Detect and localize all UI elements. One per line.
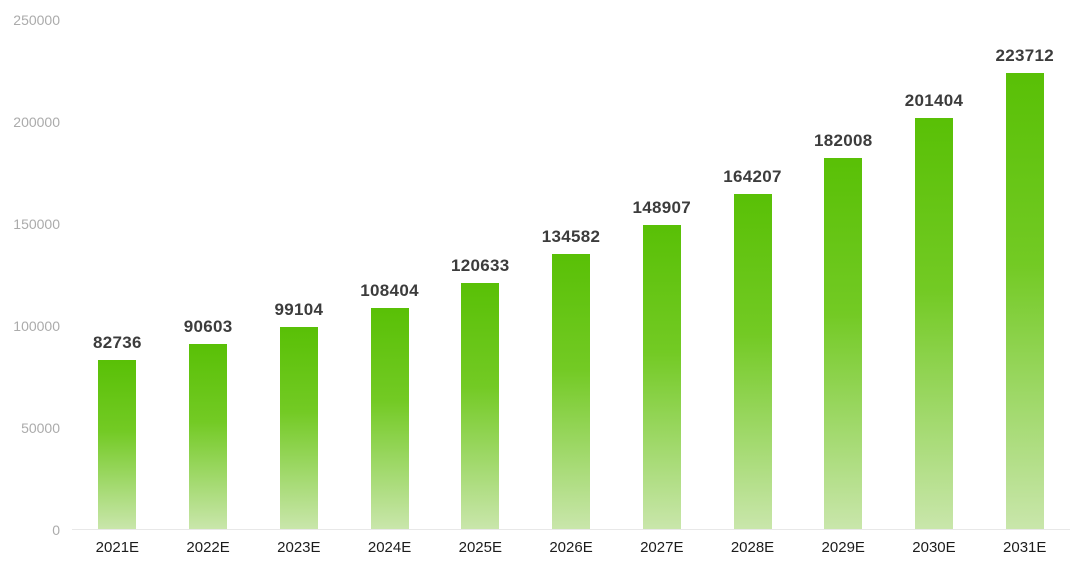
- bar-value-label: 164207: [723, 167, 782, 186]
- y-axis-tick-label: 0: [52, 522, 60, 538]
- bar-2031E[interactable]: [1005, 73, 1044, 529]
- y-axis-tick-label: 50000: [21, 420, 60, 436]
- y-axis-tick-label: 100000: [13, 318, 60, 334]
- bar-value-label: 108404: [360, 281, 419, 300]
- bar-column: 201404: [889, 20, 980, 529]
- bar-value-label: 99104: [274, 300, 324, 319]
- bar-column: 120633: [435, 20, 526, 529]
- x-axis-label: 2028E: [730, 539, 775, 556]
- y-axis-tick-label: 150000: [13, 216, 60, 232]
- x-axis-label: 2021E: [95, 539, 140, 556]
- bar-2027E[interactable]: [642, 225, 681, 529]
- bar-column: 148907: [616, 20, 707, 529]
- bar-2028E[interactable]: [733, 194, 772, 529]
- x-axis-label: 2030E: [912, 539, 956, 556]
- bar-column: 99104: [253, 20, 344, 529]
- bar-2025E[interactable]: [461, 283, 500, 529]
- bar-2029E[interactable]: [824, 158, 863, 529]
- bar-column: 223712: [979, 20, 1070, 529]
- x-axis-label: 2023E: [277, 539, 321, 556]
- bar-value-label: 223712: [995, 46, 1054, 65]
- bar-2022E[interactable]: [189, 344, 228, 529]
- x-axis-label: 2029E: [821, 539, 865, 556]
- x-axis-label: 2022E: [186, 539, 230, 556]
- x-axis-label: 2027E: [640, 539, 684, 556]
- bar-value-label: 120633: [451, 256, 510, 275]
- bar-value-label: 201404: [904, 91, 964, 110]
- bar-value-label: 148907: [632, 198, 692, 217]
- bar-column: 108404: [344, 20, 435, 529]
- bar-column: 182008: [798, 20, 889, 529]
- bar-value-label: 90603: [183, 317, 233, 336]
- y-axis-tick-label: 250000: [13, 12, 60, 28]
- x-axis-label: 2025E: [458, 539, 502, 556]
- x-axis-label: 2026E: [549, 539, 593, 556]
- bar-column: 164207: [707, 20, 798, 529]
- x-axis: 2021E 2022E 2023E 2024E 2025E 2026E 2027E 2028E…: [72, 530, 1070, 571]
- bar-2024E[interactable]: [370, 308, 409, 529]
- bar-value-label: 182008: [813, 131, 873, 150]
- bar-2023E[interactable]: [279, 327, 318, 529]
- bar-2021E[interactable]: [98, 360, 137, 529]
- x-axis-label: 2031E: [1003, 539, 1047, 556]
- bar-value-label: 134582: [541, 227, 601, 246]
- plot-area: 82736 90603 99104 108404 120633 134582 148907 1…: [72, 20, 1070, 530]
- bar-column: 134582: [526, 20, 617, 529]
- bar-2026E[interactable]: [552, 254, 591, 529]
- x-axis-label: 2024E: [367, 539, 412, 556]
- bar-column: 90603: [163, 20, 254, 529]
- bar-2030E[interactable]: [914, 118, 953, 529]
- y-axis-tick-label: 200000: [13, 114, 60, 130]
- bar-value-label: 82736: [92, 333, 142, 352]
- bar-column: 82736: [72, 20, 163, 529]
